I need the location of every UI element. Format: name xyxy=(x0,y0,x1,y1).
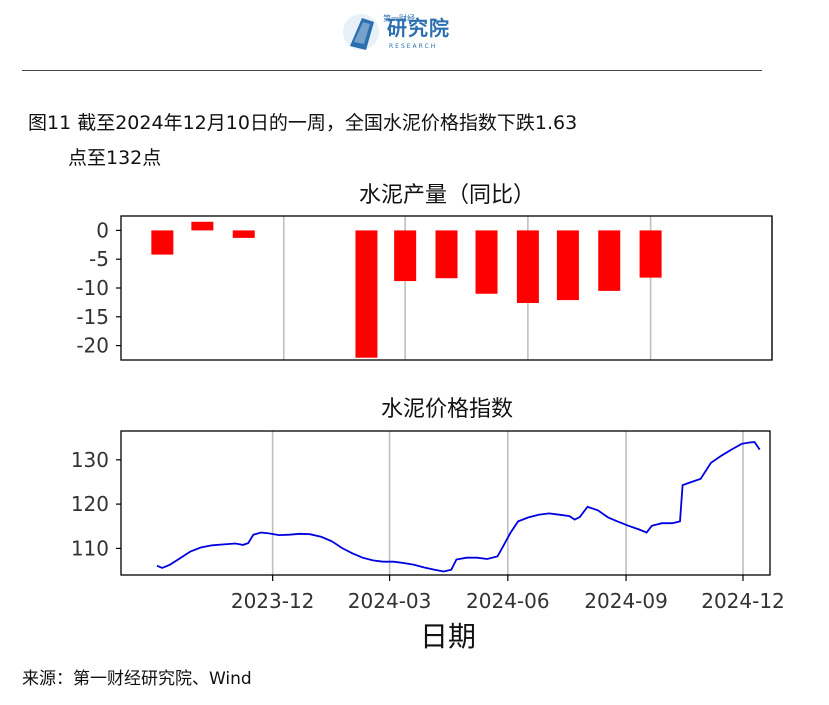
bar-chart-title: 水泥产量（同比） xyxy=(359,183,535,208)
line-plot-frame xyxy=(120,430,771,576)
source-note: 来源：第一财经研究院、Wind xyxy=(22,669,252,689)
bar-2024-02 xyxy=(355,230,378,358)
logo-subtitle: 第一财经 xyxy=(383,14,415,23)
bar-2024-09 xyxy=(639,230,662,278)
line-xtick-label: 2024-03 xyxy=(348,589,432,613)
bar-2024-08 xyxy=(598,230,621,291)
bar-2023-11 xyxy=(232,230,255,238)
figure-title: 图11 截至2024年12月10日的一周，全国水泥价格指数下跌1.63 xyxy=(28,112,578,134)
bar-2024-06 xyxy=(516,230,539,303)
line-xtick-label: 2023-12 xyxy=(231,589,315,613)
header-divider xyxy=(22,70,762,71)
logo-text: 研究院 xyxy=(387,16,450,40)
line-chart-title: 水泥价格指数 xyxy=(381,397,513,422)
bar-ytick-label: -5 xyxy=(89,247,109,271)
logo-icon xyxy=(343,14,379,50)
line-ytick-label: 120 xyxy=(71,492,109,516)
line-ytick-label: 130 xyxy=(71,448,109,472)
line-xtick-label: 2024-09 xyxy=(584,589,668,613)
figure-title-continued: 点至132点 xyxy=(68,147,162,169)
bar-2024-05 xyxy=(475,230,498,294)
line-xtick-label: 2024-12 xyxy=(701,589,785,613)
line-ytick-label: 110 xyxy=(71,536,109,560)
x-axis-label: 日期 xyxy=(420,620,476,653)
bar-plot-frame xyxy=(120,215,773,361)
bar-2023-10 xyxy=(191,221,214,231)
line-panel: 水泥价格指数 110 120 130 2023-12 2024-03 2024-06 20… xyxy=(71,397,785,653)
bar-2024-04 xyxy=(435,230,458,279)
price-index-line xyxy=(156,441,761,573)
logo-english: RESEARCH xyxy=(389,43,438,50)
bar-ytick-label: -10 xyxy=(76,276,109,300)
bar-ytick-label: -15 xyxy=(76,305,109,329)
line-xtick-label: 2024-06 xyxy=(466,589,550,613)
bar-ytick-label: -20 xyxy=(76,334,109,358)
bar-2024-03 xyxy=(394,230,417,282)
bar-panel: 水泥产量（同比） 0 -5 -10 -15 -20 xyxy=(76,183,773,361)
bar-2024-07 xyxy=(556,230,579,301)
bar-ytick-label: 0 xyxy=(96,218,109,242)
bar-2023-09 xyxy=(151,230,174,255)
